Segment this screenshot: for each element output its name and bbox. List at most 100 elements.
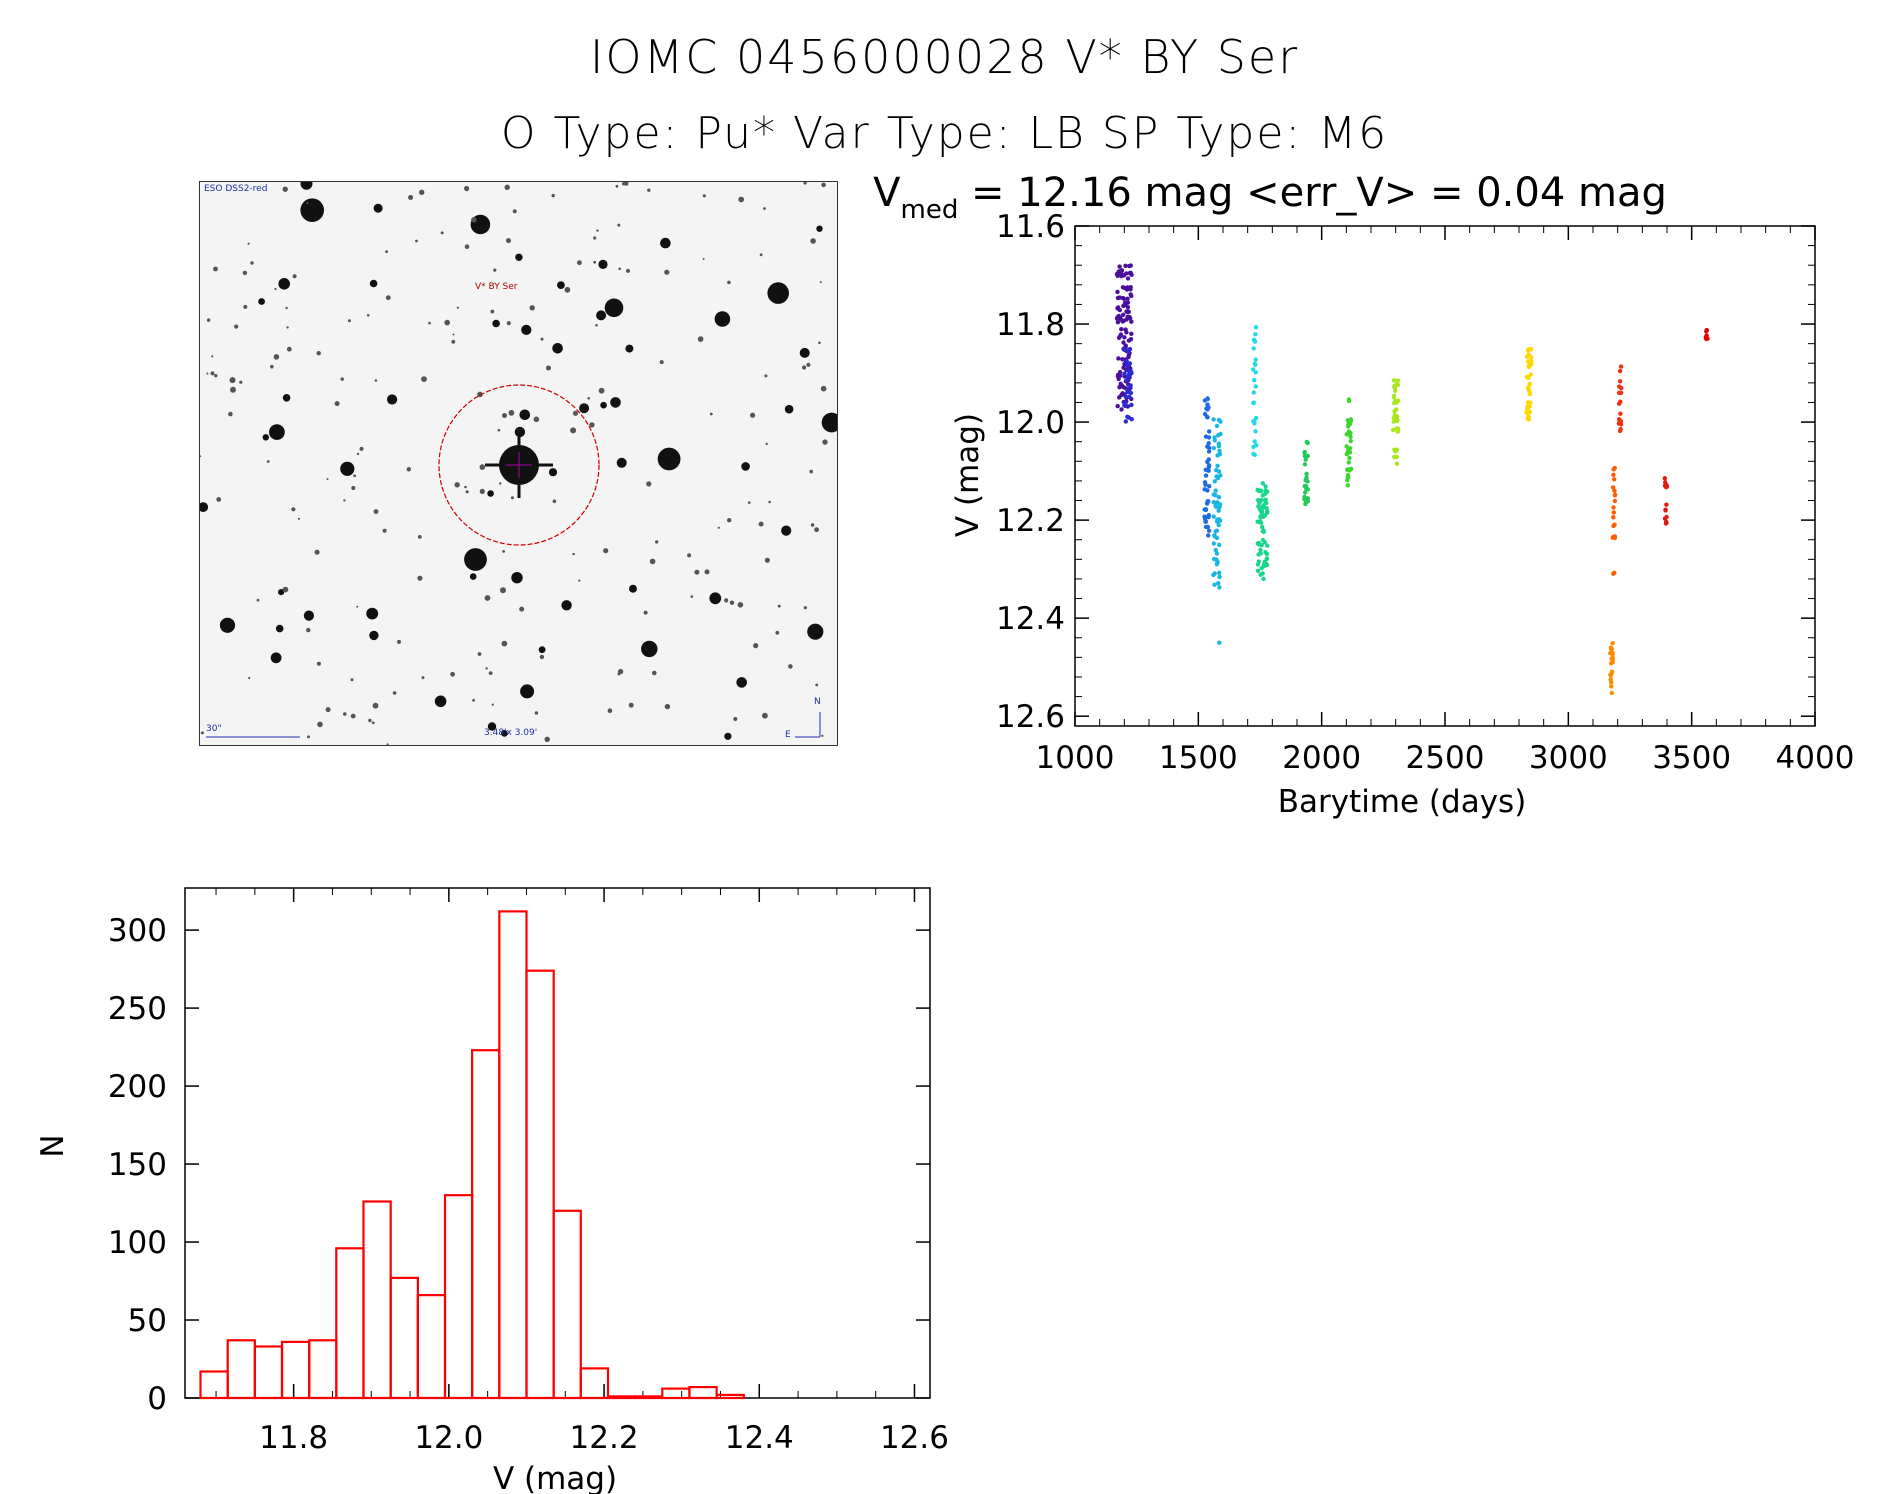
light-curve-point — [1206, 468, 1211, 473]
star — [652, 670, 657, 676]
star — [540, 337, 544, 341]
star — [822, 439, 828, 445]
star — [303, 610, 314, 621]
light-curve-point — [1393, 388, 1398, 393]
star — [325, 707, 331, 713]
light-curve-point — [1126, 338, 1132, 343]
star — [278, 589, 285, 596]
light-curve-point — [1395, 382, 1401, 387]
light-curve-point — [1213, 529, 1218, 534]
star — [618, 267, 621, 271]
star — [561, 600, 572, 611]
star — [587, 397, 590, 400]
light-curve-point — [1252, 439, 1257, 444]
light-curve-point — [1207, 484, 1212, 489]
light-curve-point — [1611, 472, 1616, 477]
light-curve-point — [1254, 443, 1259, 448]
star — [307, 735, 310, 739]
star — [538, 646, 546, 654]
star — [269, 424, 285, 440]
light-curve-point — [1117, 395, 1122, 400]
light-curve-point — [1260, 481, 1266, 486]
light-curve-point — [1212, 479, 1218, 484]
star — [469, 573, 477, 580]
light-curve-point — [1258, 519, 1263, 524]
star — [316, 351, 321, 356]
light-curve-point — [1122, 371, 1127, 376]
star — [664, 269, 670, 275]
light-curve-point — [1218, 431, 1223, 437]
light-curve-point — [1205, 488, 1210, 493]
star — [347, 319, 351, 323]
star — [500, 587, 506, 594]
light-curve-point — [1392, 393, 1397, 398]
light-curve-point — [1215, 453, 1220, 458]
star — [285, 306, 288, 310]
star — [243, 304, 248, 309]
star — [799, 347, 810, 358]
east-label: E — [785, 730, 791, 740]
x-tick-label: 3000 — [1529, 740, 1608, 776]
star — [479, 464, 486, 470]
star — [659, 360, 664, 365]
light-curve-point — [1617, 428, 1623, 434]
light-curve-point — [1527, 409, 1533, 415]
star — [767, 282, 789, 304]
x-tick-label: 1500 — [1159, 740, 1238, 776]
star — [314, 549, 320, 555]
light-curve-point — [1526, 414, 1532, 420]
star — [557, 281, 565, 289]
star — [210, 371, 215, 376]
light-curve-point — [1123, 327, 1128, 332]
star — [444, 319, 450, 326]
light-curve-point — [1265, 543, 1270, 548]
star — [510, 496, 514, 500]
light-curve-point — [1115, 295, 1121, 301]
light-curve-point — [1393, 414, 1398, 419]
light-curve-point — [1127, 394, 1132, 399]
star — [704, 569, 710, 575]
light-curve-point — [1217, 574, 1222, 580]
star — [604, 298, 624, 318]
survey-label: ESO DSS2-red — [204, 184, 268, 194]
star — [477, 652, 482, 656]
star — [502, 550, 505, 553]
light-curve-point — [1608, 645, 1614, 650]
light-curve-point — [1122, 335, 1127, 340]
light-curve-point — [1345, 478, 1350, 483]
star — [764, 374, 768, 378]
star — [350, 678, 354, 682]
star — [646, 481, 652, 487]
star — [702, 194, 706, 198]
star — [625, 344, 634, 353]
star — [819, 281, 822, 284]
star — [572, 552, 575, 556]
star — [219, 617, 236, 633]
star — [534, 711, 539, 715]
star — [579, 403, 590, 414]
star — [596, 310, 607, 321]
star — [598, 387, 605, 394]
light-curve-ylabel: V (mag) — [950, 413, 986, 537]
star — [729, 600, 735, 605]
star — [340, 461, 355, 476]
light-curve-point — [1252, 421, 1257, 426]
light-curve-point — [1252, 452, 1258, 457]
x-tick-label: 2000 — [1282, 740, 1361, 776]
light-curve-point — [1346, 398, 1352, 404]
light-curve-point — [1118, 332, 1124, 337]
star — [488, 671, 493, 675]
star — [206, 318, 211, 322]
target-label: V* BY Ser — [475, 282, 518, 292]
star — [520, 684, 535, 699]
light-curve-point — [1253, 429, 1258, 434]
star — [595, 324, 598, 327]
star — [577, 260, 582, 266]
light-curve-point — [1214, 468, 1219, 473]
star — [200, 455, 202, 458]
star — [372, 702, 379, 709]
light-curve-point — [1526, 388, 1532, 393]
light-curve-point — [1393, 449, 1398, 454]
star — [351, 485, 356, 491]
star — [239, 380, 243, 384]
